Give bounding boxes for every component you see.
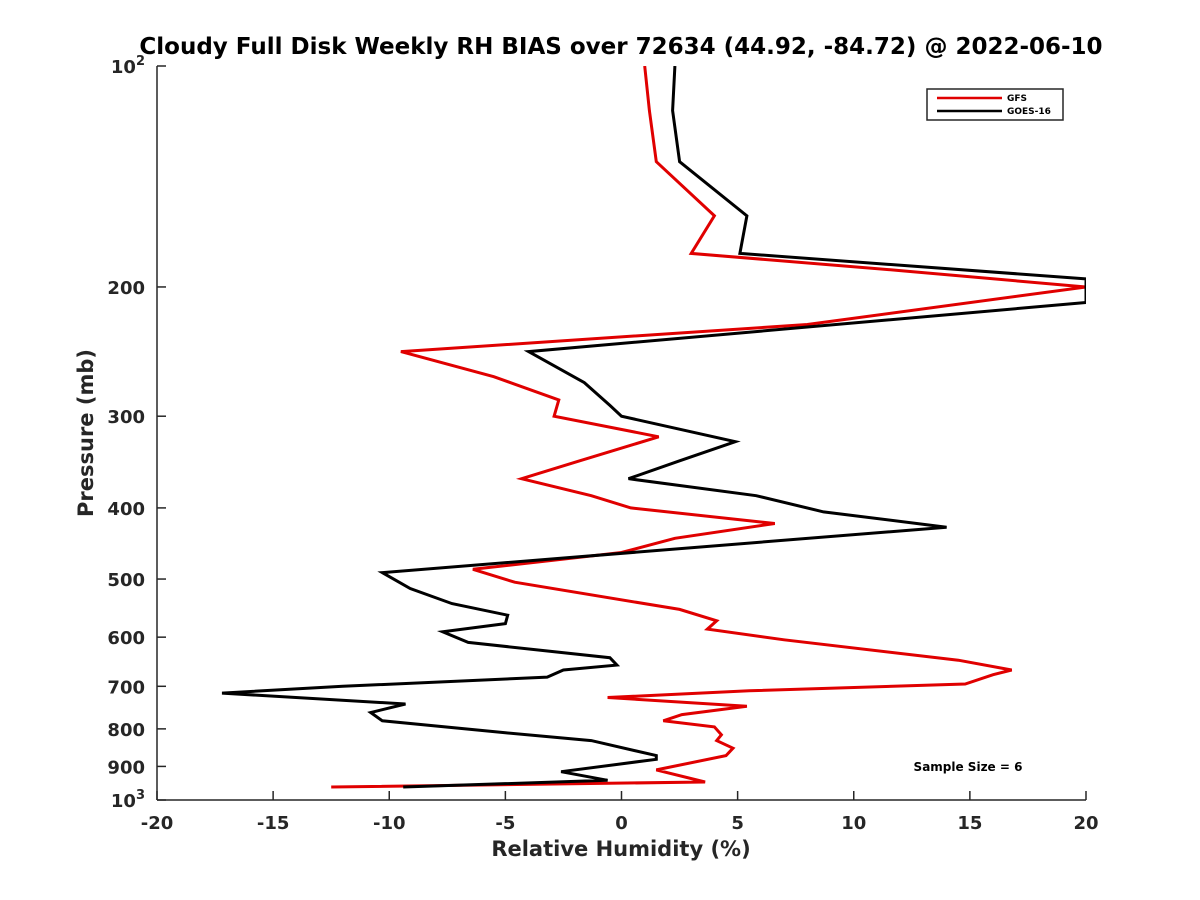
x-axis-label: Relative Humidity (%) <box>491 837 750 861</box>
x-tick-label: -15 <box>257 813 290 834</box>
plot-lines <box>221 66 1086 789</box>
legend-box <box>926 88 1064 121</box>
chart-title: Cloudy Full Disk Weekly RH BIAS over 726… <box>139 34 1102 60</box>
y-tick-label: 600 <box>107 628 145 649</box>
y-tick-label: 900 <box>107 757 145 778</box>
sample-size-annotation: Sample Size = 6 <box>914 760 1023 774</box>
x-tick-label: 15 <box>957 813 982 834</box>
y-tick-label: 300 <box>107 407 145 428</box>
y-tick-label: 800 <box>107 720 145 741</box>
y-tick-label: 103 <box>111 788 145 812</box>
x-tick-label: -20 <box>141 813 174 834</box>
y-axis-label: Pressure (mb) <box>74 349 98 517</box>
y-tick-label: 400 <box>107 499 145 520</box>
x-tick-label: -10 <box>373 813 406 834</box>
y-tick-label: 500 <box>107 570 145 591</box>
y-tick-label: 700 <box>107 677 145 698</box>
legend-label: GFS <box>1007 94 1027 104</box>
y-tick-label: 102 <box>111 54 145 78</box>
x-tick-label: 5 <box>731 813 744 834</box>
x-tick-label: 0 <box>615 813 628 834</box>
axes: -20 -15 -10 -5 0 5 10 15 20 102 200 300 400 500 600 700… <box>107 54 1098 834</box>
legend: GFS GOES-16 <box>926 88 1064 121</box>
series-line-gfs <box>331 66 1086 789</box>
x-tick-label: 20 <box>1073 813 1098 834</box>
x-tick-label: -5 <box>495 813 515 834</box>
y-tick-label: 200 <box>107 278 145 299</box>
x-tick-label: 10 <box>841 813 866 834</box>
series-line-goes-16 <box>221 66 1086 789</box>
legend-label: GOES-16 <box>1007 107 1051 117</box>
